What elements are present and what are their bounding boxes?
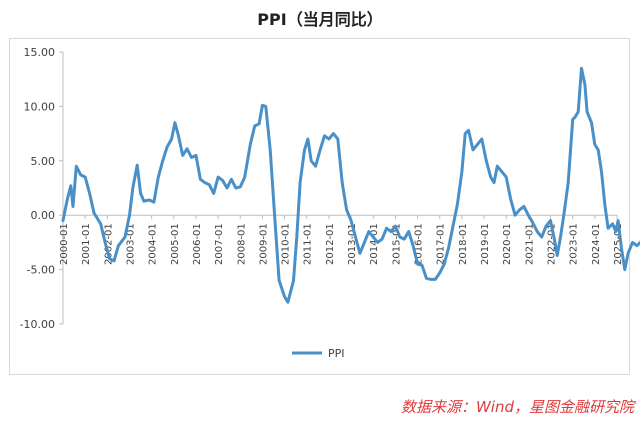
y-tick-label: 15.00: [24, 46, 56, 59]
x-tick-label: 2024-01: [591, 223, 602, 265]
y-tick-label: 10.00: [24, 100, 56, 113]
x-tick-label: 2012-01: [325, 223, 336, 265]
y-tick-label: -10.00: [20, 318, 55, 331]
x-tick-label: 2016-01: [414, 223, 425, 265]
x-tick-label: 2020-01: [502, 223, 513, 265]
x-tick-label: 2018-01: [458, 223, 469, 265]
chart-title: PPI（当月同比）: [257, 10, 383, 29]
x-tick-label: 2023-01: [569, 223, 580, 265]
chart-frame: [9, 38, 630, 375]
source-note: 数据来源：Wind，星图金融研究院: [400, 398, 634, 416]
x-tick-label: 2002-01: [103, 223, 114, 265]
x-tick-label: 2017-01: [436, 223, 447, 265]
x-tick-label: 2015-01: [391, 223, 402, 265]
x-tick-label: 2011-01: [303, 223, 314, 265]
x-tick-label: 2013-01: [347, 223, 358, 265]
x-tick-label: 2021-01: [524, 223, 535, 265]
series-layer: [61, 66, 640, 304]
legend: PPI: [292, 347, 345, 360]
x-tick-label: 2025-01: [613, 223, 624, 265]
x-tick-label: 2009-01: [258, 223, 269, 265]
x-tick-label: 2006-01: [192, 223, 203, 265]
x-tick-label: 2004-01: [148, 223, 159, 265]
y-tick-label: -5.00: [27, 264, 55, 277]
x-tick-label: 2000-01: [59, 223, 70, 265]
x-tick-label: 2022-01: [547, 223, 558, 265]
x-tick-label: 2008-01: [236, 223, 247, 265]
x-tick-label: 2019-01: [480, 223, 491, 265]
legend-label: PPI: [328, 347, 345, 360]
x-tick-label: 2007-01: [214, 223, 225, 265]
x-tick-label: 2010-01: [281, 223, 292, 265]
x-tick-label: 2003-01: [125, 223, 136, 265]
y-tick-label: 0.00: [31, 209, 56, 222]
x-tick-label: 2014-01: [369, 223, 380, 265]
axis-layer: 15.00 10.00 5.00 0.00 -5.00 -10.00 2000-01 2001…: [20, 46, 624, 331]
x-tick-label: 2001-01: [81, 223, 92, 265]
series-line-ppi: [61, 66, 640, 304]
y-tick-label: 5.00: [31, 155, 56, 168]
x-tick-label: 2005-01: [170, 223, 181, 265]
